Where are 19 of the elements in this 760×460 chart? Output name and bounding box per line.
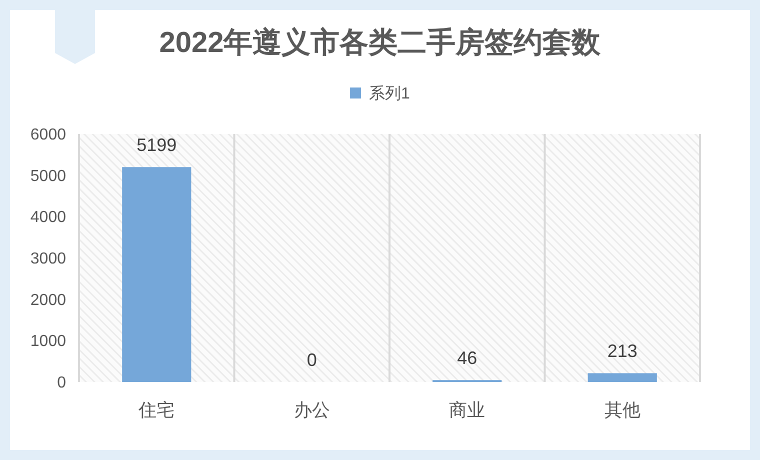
data-label: 5199 <box>136 135 177 156</box>
chart-title: 2022年遵义市各类二手房签约套数 <box>159 26 602 59</box>
y-tick-label: 1000 <box>30 333 66 350</box>
y-tick-label: 6000 <box>30 126 66 144</box>
y-tick-label: 0 <box>57 374 66 392</box>
x-tick-label: 其他 <box>604 400 640 420</box>
x-tick-label: 办公 <box>294 400 330 420</box>
y-tick-label: 5000 <box>30 168 66 185</box>
y-tick-label: 2000 <box>30 292 66 309</box>
data-label: 213 <box>607 341 638 362</box>
bar <box>588 373 657 382</box>
y-tick-label: 3000 <box>30 250 66 268</box>
legend-label: 系列1 <box>369 84 410 102</box>
bar <box>122 167 192 382</box>
x-tick-label: 住宅 <box>138 400 175 420</box>
y-tick-label: 4000 <box>30 209 66 226</box>
x-tick-label: 商业 <box>449 400 486 420</box>
data-label: 0 <box>306 350 317 370</box>
data-label: 46 <box>457 348 478 368</box>
